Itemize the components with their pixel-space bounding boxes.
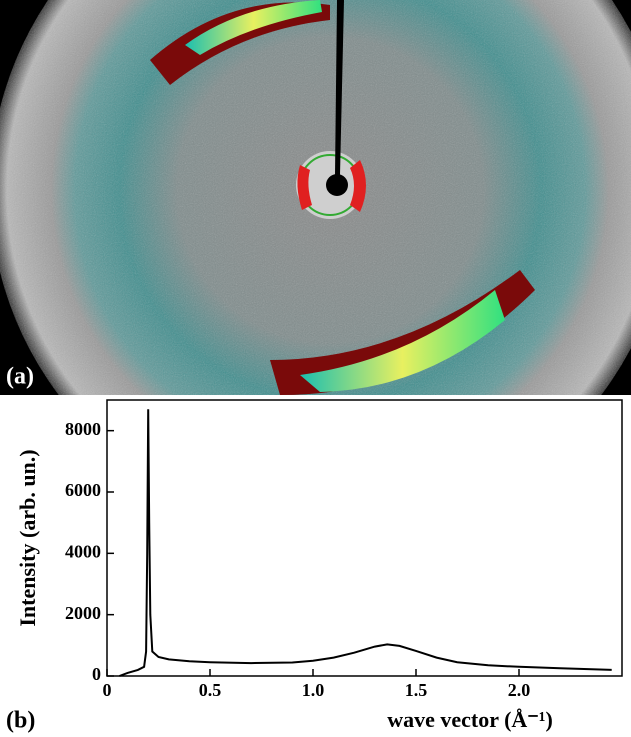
data-line	[119, 409, 612, 677]
x-tick-label: 1.0	[302, 680, 325, 700]
diffraction-image: (a)	[0, 0, 631, 395]
y-tick-label: 4000	[65, 541, 101, 561]
x-tick-label: 0.5	[199, 680, 222, 700]
x-tick-label: 2.0	[508, 680, 531, 700]
x-axis-label: wave vector (Å⁻¹)	[387, 707, 553, 732]
plot-frame	[106, 399, 623, 677]
x-tick-label: 0	[103, 680, 112, 700]
y-tick-label: 6000	[65, 480, 101, 500]
x-tick-label: 1.5	[405, 680, 428, 700]
y-tick-label: 8000	[65, 419, 101, 439]
y-tick-label: 2000	[65, 603, 101, 623]
y-axis-label: Intensity (arb. un.)	[15, 449, 40, 626]
panel-label: (a)	[6, 364, 34, 390]
y-tick-label: 0	[92, 664, 101, 684]
panel-label: (b)	[6, 708, 35, 734]
